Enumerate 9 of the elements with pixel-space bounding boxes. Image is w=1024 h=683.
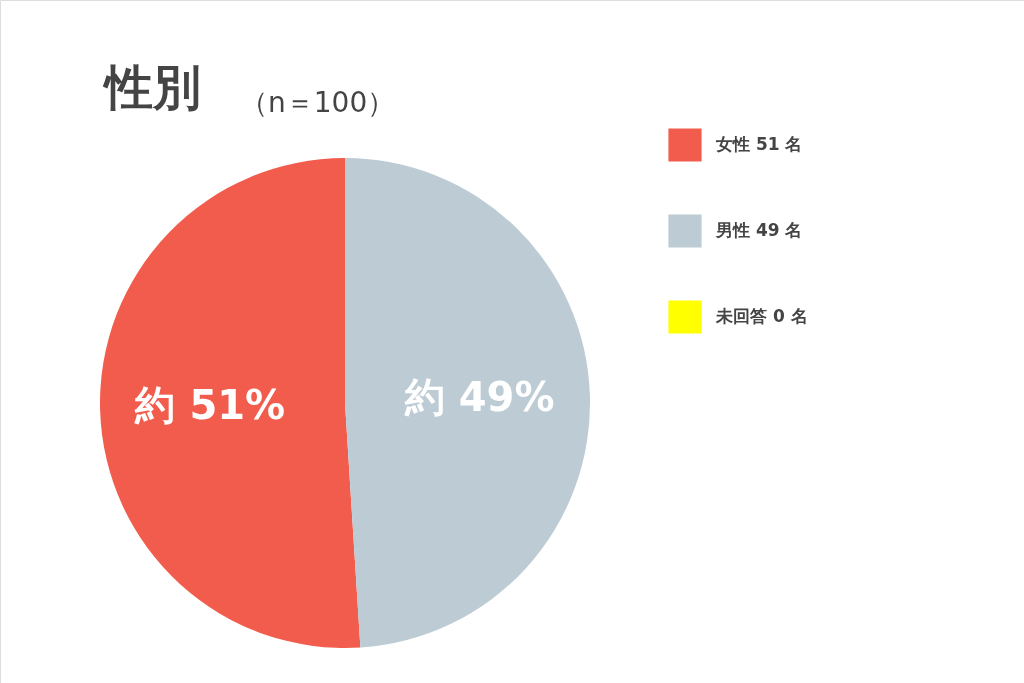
- chart-title: 性別: [102, 59, 201, 115]
- data-label: 約 49%: [403, 373, 555, 420]
- data-label: 約 51%: [134, 382, 286, 429]
- pie-slice: [100, 158, 361, 648]
- pie-slice: [345, 158, 590, 648]
- legend-label: 女性 51 名: [715, 134, 803, 154]
- legend-label: 未回答 0 名: [715, 306, 808, 326]
- chart-subtitle: （n＝100）: [240, 86, 396, 119]
- legend-label: 男性 49 名: [715, 220, 803, 240]
